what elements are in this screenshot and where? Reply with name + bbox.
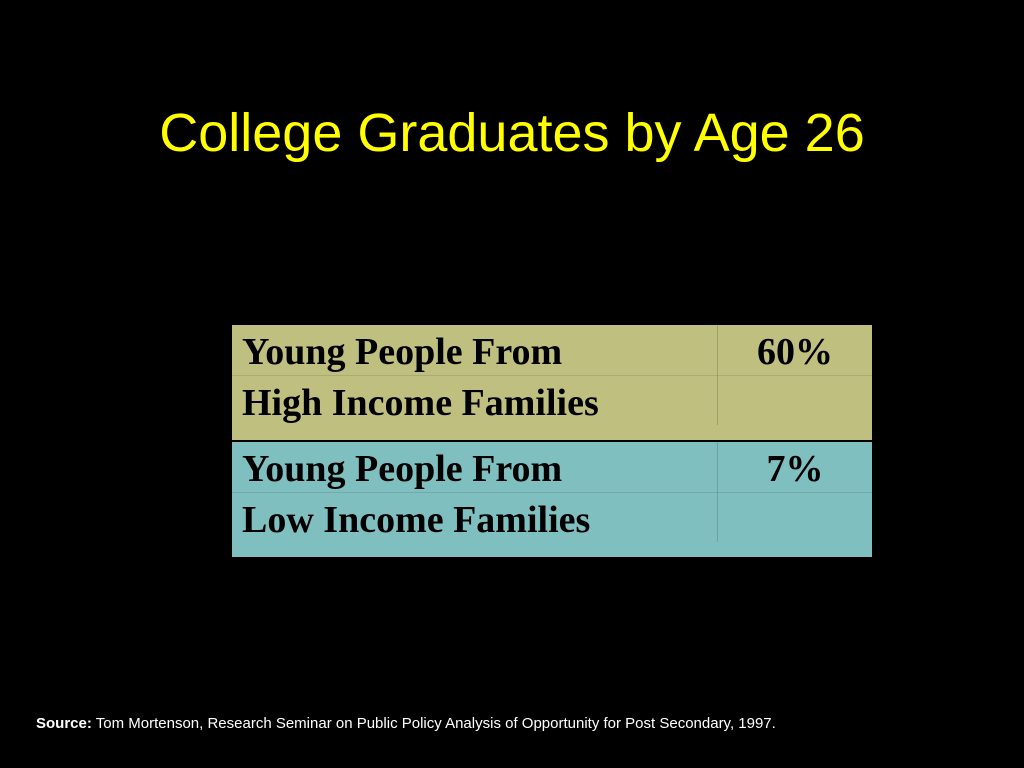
source-note: Source: Tom Mortenson, Research Seminar … xyxy=(36,714,776,734)
row-value: 60% xyxy=(757,331,833,373)
table-row: Young People From Low Income Families 7% xyxy=(232,442,872,557)
table: Young People From High Income Families 6… xyxy=(232,325,872,557)
cell-border xyxy=(717,442,718,542)
cell-border xyxy=(717,325,718,425)
cell-border xyxy=(232,492,872,493)
row-label: Young People From High Income Families xyxy=(242,327,717,429)
label-line: Young People From xyxy=(242,331,563,373)
table-row: Young People From High Income Families 6… xyxy=(232,325,872,440)
source-label: Source: xyxy=(36,715,92,732)
row-value: 7% xyxy=(766,448,824,490)
label-line: Low Income Families xyxy=(242,499,591,541)
cell-border xyxy=(232,375,872,376)
row-label: Young People From Low Income Families xyxy=(242,444,717,546)
label-line: Young People From xyxy=(242,448,563,490)
slide-title: College Graduates by Age 26 xyxy=(159,103,865,163)
source-text: Tom Mortenson, Research Seminar on Publi… xyxy=(95,715,776,732)
label-line: High Income Families xyxy=(242,382,599,424)
